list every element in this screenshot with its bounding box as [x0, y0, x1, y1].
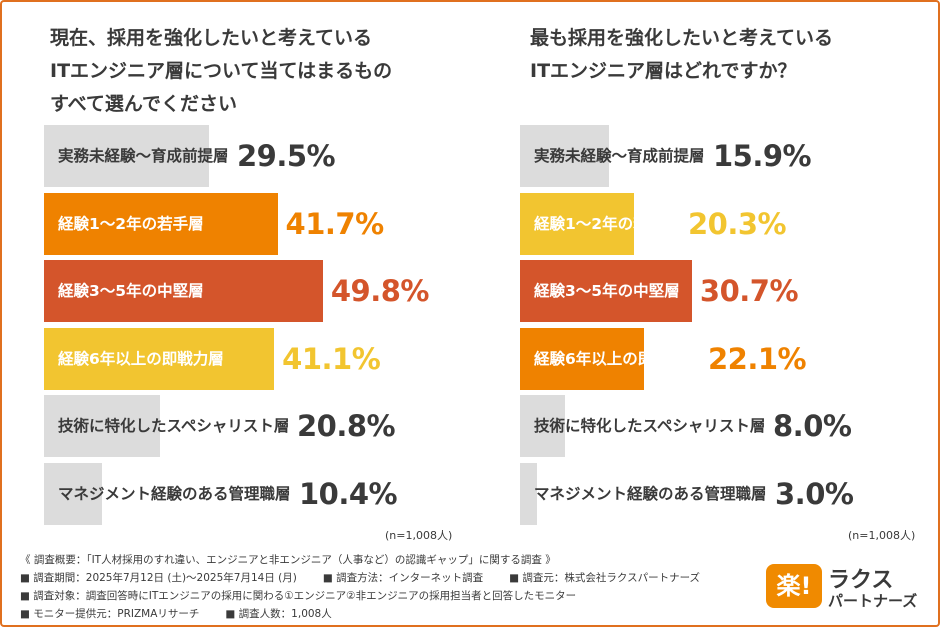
- bar-row: 実務未経験〜育成前提層 15.9%: [520, 125, 940, 187]
- survey-method: ■ 調査方法：インターネット調査: [322, 572, 484, 584]
- chart-panel-most-wanted: 最も採用を強化したいと考えている ITエンジニア層はどれですか？ 実務未経験〜育…: [470, 0, 930, 545]
- bar-value-label: 22.1%: [708, 341, 807, 376]
- bar: [520, 125, 610, 187]
- bar-row: 経験1〜2年の若手層 20.3%: [520, 192, 940, 255]
- bar: [520, 327, 644, 390]
- bar-row: 経験3〜5年の中堅層 49.8%: [44, 260, 464, 322]
- bar-category-label: 技術に特化したスペシャリスト層: [534, 417, 766, 435]
- logo-mark: 楽!: [766, 564, 822, 608]
- logo-text-top: ラクス: [828, 568, 894, 593]
- bar: [44, 462, 103, 525]
- bar-value-label: 49.8%: [330, 274, 430, 308]
- bar-category-label: 経験3〜5年の中堅層: [58, 282, 204, 300]
- bar-row: 技術に特化したスペシャリスト層 8.0%: [520, 395, 940, 457]
- bar-row: 実務未経験〜育成前提層 29.5%: [44, 125, 464, 187]
- survey-period: ■ 調査期間：2025年7月12日 (土)〜2025年7月14日 (月): [20, 572, 297, 584]
- survey-notes: 《 調査概要：「IT人材採用のすれ違い、エンジニアと非エンジニア（人事など）の認…: [20, 551, 740, 623]
- chart-panel-all-applicable: 現在、採用を強化したいと考えている ITエンジニア層について当てはまるもの すべ…: [0, 0, 460, 545]
- bar: [44, 395, 161, 457]
- bar-category-label: 技術に特化したスペシャリスト層: [58, 417, 290, 435]
- sample-size-note-left: (n=1,008人): [385, 529, 453, 542]
- bar-category-label: 経験1〜2年の若手層: [534, 214, 680, 233]
- bar-row: 経験6年以上の即戦力層 22.1%: [520, 327, 940, 390]
- bar-value-label: 15.9%: [713, 139, 812, 173]
- bar-area-right: 実務未経験〜育成前提層 15.9% 経験1〜2年の若手層 20.3% 経験3〜5年の中堅…: [520, 125, 940, 530]
- bar: [520, 462, 537, 525]
- bar-category-label: マネジメント経験のある管理職層: [58, 484, 291, 503]
- survey-target: ■ 調査対象：調査回答時にITエンジニアの採用に関わる①エンジニア②非エンジニア…: [20, 590, 577, 602]
- bar: [44, 192, 278, 255]
- bar-value-label: 8.0%: [773, 409, 852, 443]
- bar-category-label: 実務未経験〜育成前提層: [534, 147, 705, 165]
- bar-row: 経験1〜2年の若手層 41.7%: [44, 192, 464, 255]
- bar-value-label: 20.3%: [688, 206, 787, 241]
- bar-row: マネジメント経験のある管理職層 10.4%: [44, 462, 464, 525]
- bar-value-label: 20.8%: [297, 409, 396, 443]
- bar-row: マネジメント経験のある管理職層 3.0%: [520, 462, 940, 525]
- logo-text-bottom: パートナーズ: [828, 592, 918, 610]
- bar-row: 経験6年以上の即戦力層 41.1%: [44, 327, 464, 390]
- survey-title: 《 調査概要：「IT人材採用のすれ違い、エンジニアと非エンジニア（人事など）の認…: [20, 554, 556, 566]
- bar-category-label: 経験1〜2年の若手層: [58, 214, 204, 233]
- bar-area-left: 実務未経験〜育成前提層 29.5% 経験1〜2年の若手層 41.7% 経験3〜5年の中堅…: [44, 125, 464, 530]
- sample-size-note-right: (n=1,008人): [848, 529, 916, 542]
- survey-meta-row-1: ■ 調査期間：2025年7月12日 (土)〜2025年7月14日 (月) ■ 調査…: [20, 569, 740, 587]
- bar-value-label: 3.0%: [775, 476, 854, 511]
- bar: [520, 260, 692, 322]
- bar: [44, 125, 210, 187]
- bar-value-label: 10.4%: [299, 476, 398, 511]
- bar-category-label: 経験3〜5年の中堅層: [534, 282, 680, 300]
- chart-title-left: 現在、採用を強化したいと考えている ITエンジニア層について当てはまるもの すべ…: [50, 27, 393, 115]
- bar-row: 技術に特化したスペシャリスト層 20.8%: [44, 395, 464, 457]
- company-logo: 楽! ラクス パートナーズ: [766, 560, 926, 612]
- bar-category-label: マネジメント経験のある管理職層: [534, 484, 767, 503]
- survey-count: ■ 調査人数：1,008人: [225, 608, 332, 620]
- bar-value-label: 41.1%: [282, 341, 381, 376]
- survey-organizer: ■ 調査元：株式会社ラクスパートナーズ: [509, 572, 701, 584]
- survey-meta-row-3: ■ モニター提供元：PRIZMAリサーチ ■ 調査人数：1,008人: [20, 605, 740, 623]
- bar-category-label: 実務未経験〜育成前提層: [58, 147, 229, 165]
- survey-provider: ■ モニター提供元：PRIZMAリサーチ: [20, 608, 200, 620]
- bar-category-label: 経験6年以上の即戦力層: [58, 349, 224, 368]
- bar: [520, 395, 565, 457]
- bar-value-label: 41.7%: [285, 206, 385, 241]
- bar-value-label: 29.5%: [237, 139, 336, 173]
- bar: [520, 192, 634, 255]
- bar-row: 経験3〜5年の中堅層 30.7%: [520, 260, 940, 322]
- chart-title-right: 最も採用を強化したいと考えている ITエンジニア層はどれですか？: [530, 27, 834, 82]
- bar-category-label: 経験6年以上の即戦力層: [534, 349, 700, 368]
- bar: [44, 327, 275, 390]
- bar: [44, 260, 323, 322]
- bar-value-label: 30.7%: [699, 274, 799, 308]
